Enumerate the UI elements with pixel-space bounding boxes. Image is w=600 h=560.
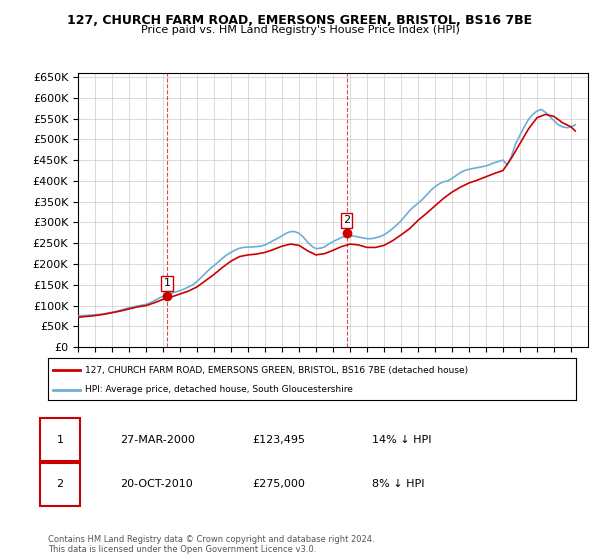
Text: 2: 2	[56, 479, 64, 489]
Text: 127, CHURCH FARM ROAD, EMERSONS GREEN, BRISTOL, BS16 7BE (detached house): 127, CHURCH FARM ROAD, EMERSONS GREEN, B…	[85, 366, 468, 375]
Text: 8% ↓ HPI: 8% ↓ HPI	[372, 479, 425, 489]
Text: HPI: Average price, detached house, South Gloucestershire: HPI: Average price, detached house, Sout…	[85, 385, 353, 394]
Text: 2: 2	[343, 216, 350, 225]
Text: £275,000: £275,000	[252, 479, 305, 489]
Text: 1: 1	[56, 435, 64, 445]
Text: Contains HM Land Registry data © Crown copyright and database right 2024.
This d: Contains HM Land Registry data © Crown c…	[48, 535, 374, 554]
Text: 20-OCT-2010: 20-OCT-2010	[120, 479, 193, 489]
Text: £123,495: £123,495	[252, 435, 305, 445]
Text: 27-MAR-2000: 27-MAR-2000	[120, 435, 195, 445]
Text: 127, CHURCH FARM ROAD, EMERSONS GREEN, BRISTOL, BS16 7BE: 127, CHURCH FARM ROAD, EMERSONS GREEN, B…	[67, 14, 533, 27]
Text: 1: 1	[163, 278, 170, 288]
Text: 14% ↓ HPI: 14% ↓ HPI	[372, 435, 431, 445]
Text: Price paid vs. HM Land Registry's House Price Index (HPI): Price paid vs. HM Land Registry's House …	[140, 25, 460, 35]
